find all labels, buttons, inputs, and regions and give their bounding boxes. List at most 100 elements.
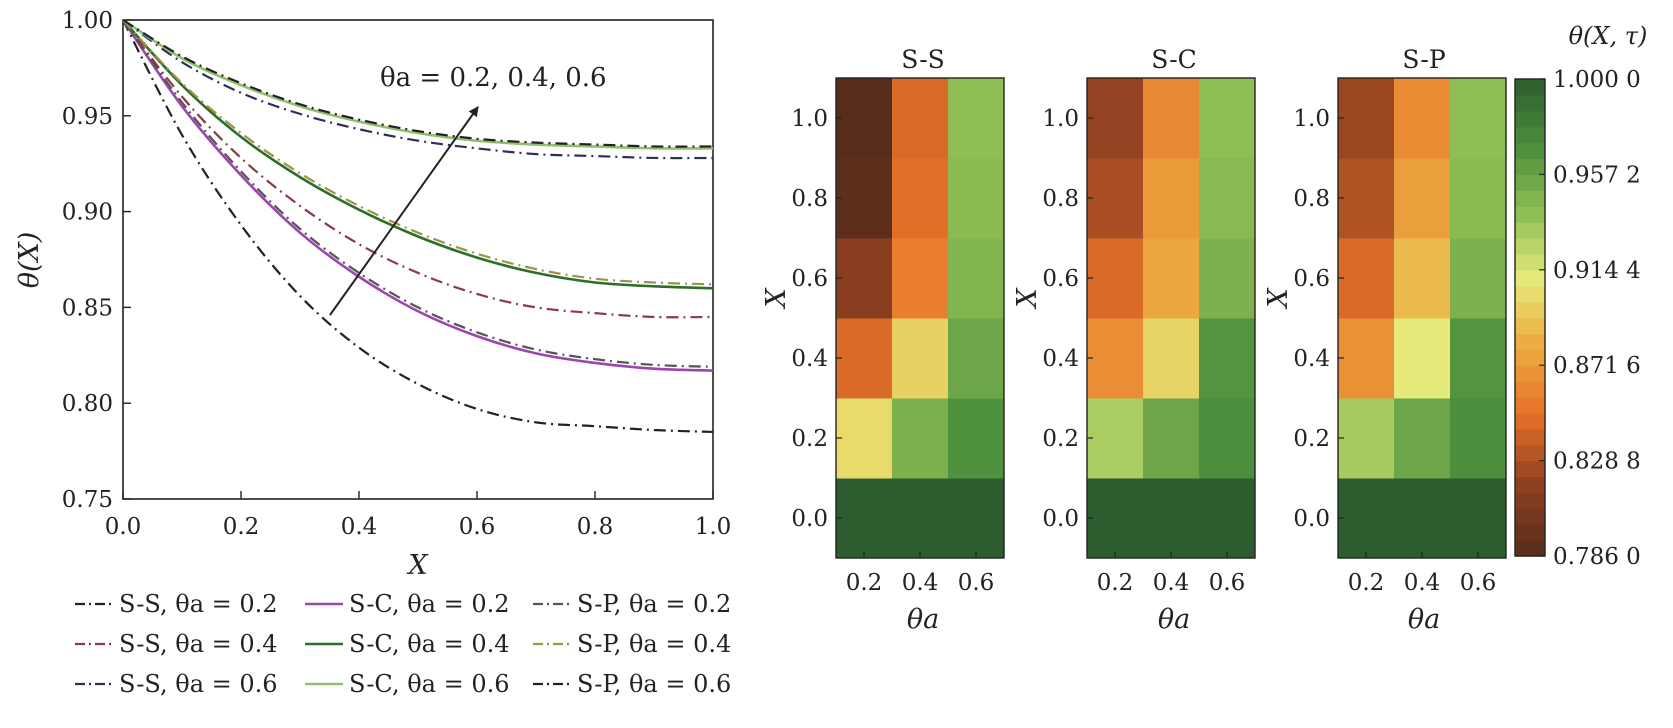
heatmap-y-tick-label: 0.4 [1293, 346, 1330, 372]
colorbar-segment [1515, 381, 1545, 398]
heatmap-y-tick-label: 0.6 [1042, 266, 1079, 292]
legend-label: S-S, θa = 0.6 [119, 670, 278, 698]
heatmap-x-tick-label: 0.4 [902, 570, 939, 596]
colorbar-segment [1515, 174, 1545, 191]
heatmap-ss: 0.0 0.2 0.4 0.6 0.8 1.0 0.2 0.4 0.6 [791, 77, 1005, 596]
heatmap-cell [948, 318, 1005, 399]
line-series-4 [122, 19, 714, 290]
heatmap-cell [892, 78, 949, 159]
line-series-3 [122, 19, 714, 319]
heatmap-cell [1338, 318, 1395, 399]
line-plot-frame [122, 19, 714, 500]
heatmap-ss-x-label: θa [907, 604, 939, 635]
colorbar-ticks: 1.000 0 0.957 2 0.914 4 0.871 6 0.828 8 0.786… [1539, 67, 1641, 570]
heatmap-cell [1087, 158, 1144, 239]
heatmap-cell [1143, 78, 1200, 159]
heatmap-y-tick-label: 0.2 [791, 426, 828, 452]
line-series-6 [122, 19, 714, 160]
heatmap-title-sc-text: S-C [1151, 45, 1197, 74]
heatmap-cell [1450, 238, 1507, 319]
line-series-5 [122, 19, 714, 286]
heatmap-cell [1338, 398, 1395, 479]
heatmap-y-tick-label: 0.8 [791, 186, 828, 212]
colorbar-segment [1515, 222, 1545, 239]
heatmap-y-tick-label: 0.2 [1293, 426, 1330, 452]
heatmap-sp-y-label: X [1263, 287, 1294, 310]
heatmap-cell [1143, 238, 1200, 319]
colorbar-segment [1515, 253, 1545, 271]
colorbar-segment [1515, 110, 1545, 128]
heatmap-cell [1338, 478, 1395, 559]
heatmap-cell [836, 158, 893, 239]
colorbar-segment [1515, 79, 1545, 96]
heatmap-y-tick-label: 0.0 [791, 506, 828, 532]
heatmap-ss-x-label-text: θa [907, 604, 939, 635]
heatmap-sc: 0.0 0.2 0.4 0.6 0.8 1.0 0.2 0.4 0.6 [1042, 77, 1256, 596]
heatmap-cell [1143, 318, 1200, 399]
heatmap-ss-y-label: X [761, 287, 792, 310]
heatmap-cell [948, 158, 1005, 239]
heatmap-cell [1450, 158, 1507, 239]
heatmap-y-tick-label: 1.0 [1042, 106, 1079, 132]
colorbar: 1.000 0 0.957 2 0.914 4 0.871 6 0.828 8 0.786… [1514, 22, 1647, 570]
heatmap-cell [836, 78, 893, 159]
line-series-7 [122, 18, 714, 150]
heatmap-title-ss: S-S [901, 45, 945, 74]
heatmap-cell [1394, 398, 1451, 479]
heatmap-sp-y-label-text: X [1263, 287, 1294, 310]
heatmap-cell [1394, 158, 1451, 239]
colorbar-tick-label: 0.914 4 [1553, 258, 1641, 284]
colorbar-tick-label: 0.957 2 [1553, 162, 1641, 188]
line-x-tick-label: 0.4 [341, 514, 378, 540]
heatmap-title-sp: S-P [1402, 45, 1445, 74]
heatmap-title-sp-text: S-P [1402, 45, 1445, 74]
colorbar-segment [1515, 317, 1545, 334]
line-series-8 [122, 19, 714, 148]
colorbar-segment [1515, 142, 1545, 160]
heatmap-x-tick-label: 0.2 [846, 570, 883, 596]
heatmap-cell [1338, 238, 1395, 319]
line-y-tick-label: 0.75 [62, 487, 113, 513]
heatmap-cell [1199, 238, 1256, 319]
heatmap-title-sc: S-C [1151, 45, 1197, 74]
colorbar-segment [1515, 94, 1545, 112]
colorbar-tick-label: 0.828 8 [1553, 449, 1641, 475]
heatmap-y-tick-label: 0.8 [1042, 186, 1079, 212]
heatmap-y-tick-label: 0.6 [791, 266, 828, 292]
heatmap-x-tick-label: 0.4 [1404, 570, 1441, 596]
heatmap-cell [1450, 78, 1507, 159]
heatmap-cell [1199, 318, 1256, 399]
heatmap-y-tick-label: 0.8 [1293, 186, 1330, 212]
heatmap-cell [836, 318, 893, 399]
heatmap-cell [892, 398, 949, 479]
line-y-tick-label: 1.00 [62, 8, 113, 34]
legend-label: S-S, θa = 0.2 [119, 590, 278, 618]
line-x-tick-label: 1.0 [695, 514, 732, 540]
heatmap-cell [1450, 318, 1507, 399]
colorbar-tick-label: 0.871 6 [1553, 353, 1641, 379]
line-y-axis-label-text: θ(X) [14, 232, 45, 289]
line-x-tick-label: 0.6 [459, 514, 496, 540]
heatmap-sp: 0.0 0.2 0.4 0.6 0.8 1.0 0.2 0.4 0.6 [1293, 77, 1507, 596]
heatmap-cell [892, 318, 949, 399]
heatmap-cell [1087, 398, 1144, 479]
heatmap-cell [836, 478, 893, 559]
line-axis-ticks: 0.0 0.2 0.4 0.6 0.8 1.0 0.75 0.80 0.85 0.90 0.95 1.… [62, 8, 732, 540]
legend-label: S-C, θa = 0.2 [349, 590, 510, 618]
heatmap-sc-y-label-text: X [1012, 287, 1043, 310]
heatmap-sp-x-label: θa [1408, 604, 1440, 635]
colorbar-segment [1515, 412, 1545, 430]
heatmap-cell [1338, 78, 1395, 159]
colorbar-frame [1514, 78, 1546, 557]
heatmap-cell [1143, 478, 1200, 559]
heatmap-x-tick-label: 0.6 [958, 570, 995, 596]
line-x-axis-label: X [406, 550, 429, 581]
colorbar-segment [1515, 524, 1545, 541]
heatmap-y-tick-label: 1.0 [1293, 106, 1330, 132]
heatmap-cell [836, 398, 893, 479]
colorbar-segment [1515, 333, 1545, 350]
colorbar-segment [1515, 397, 1545, 414]
heatmap-cell [1394, 238, 1451, 319]
line-x-tick-label: 0.2 [223, 514, 260, 540]
